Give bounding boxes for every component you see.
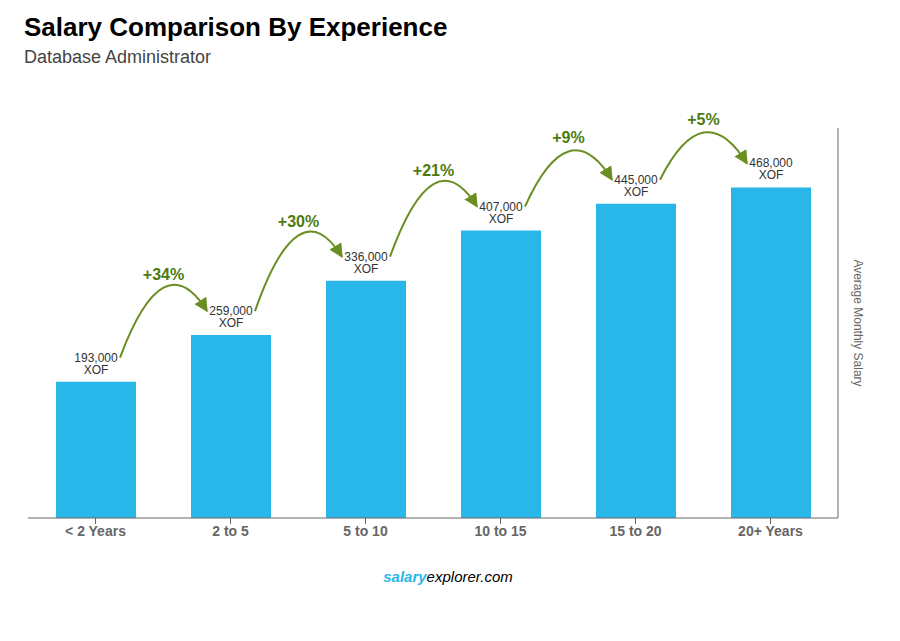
svg-text:+5%: +5% [687, 111, 719, 128]
html-text:salary explorer.com: salary explorer.com [383, 568, 513, 585]
svg-text:+21%: +21% [413, 162, 454, 179]
svg-text:193,000XOF: 193,000XOF [74, 351, 118, 377]
svg-text:407,000XOF: 407,000XOF [479, 200, 523, 226]
svg-text:468,000XOF: 468,000XOF [749, 156, 793, 182]
html-text:Salary Comparison By Experienc: Salary Comparison By Experience [24, 12, 448, 42]
svg-text:10 to 15: 10 to 15 [474, 523, 526, 539]
svg-text:15 to 20: 15 to 20 [609, 523, 661, 539]
svg-text:5 to 10: 5 to 10 [343, 523, 388, 539]
svg-text:+30%: +30% [278, 213, 319, 230]
svg-text:2 to 5: 2 to 5 [212, 523, 249, 539]
svg-text:+34%: +34% [143, 266, 184, 283]
svg-text:259,000XOF: 259,000XOF [209, 304, 253, 330]
svg-text:Average Monthly Salary: Average Monthly Salary [851, 259, 865, 386]
svg-text:+9%: +9% [552, 129, 584, 146]
html-text:Database Administrator: Database Administrator [24, 47, 212, 67]
svg-text:< 2 Years: < 2 Years [65, 523, 126, 539]
svg-text:445,000XOF: 445,000XOF [614, 173, 658, 199]
svg-text:20+ Years: 20+ Years [738, 523, 803, 539]
svg-text:336,000XOF: 336,000XOF [344, 250, 388, 276]
